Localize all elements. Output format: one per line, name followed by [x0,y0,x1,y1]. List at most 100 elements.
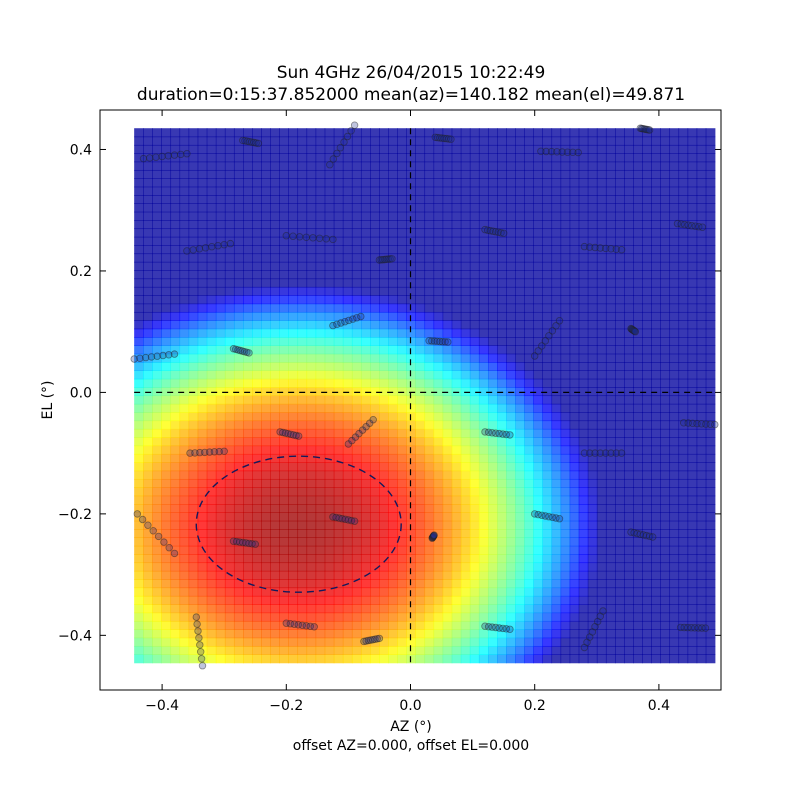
heatmap-cell [696,303,707,313]
heatmap-cell [197,253,208,263]
heatmap-cell [478,562,489,572]
heatmap-cell [270,328,280,338]
heatmap-cell [687,395,698,405]
heatmap-cell [370,504,380,513]
scan-point [645,126,654,134]
heatmap-cell [179,654,190,664]
heatmap-cell [633,220,643,230]
heatmap-cell [696,562,707,572]
heatmap-cell [451,412,462,422]
heatmap-cell [497,612,507,622]
heatmap-cell [442,186,453,196]
heatmap-cell [197,595,208,605]
heatmap-cell [206,545,217,555]
heatmap-cell [605,320,616,330]
heatmap-cell [633,545,643,555]
heatmap-cell [605,395,616,405]
heatmap-cell [487,587,498,597]
heatmap-cell [569,178,580,188]
heatmap-cell [233,620,244,630]
heatmap-cell [215,545,226,555]
heatmap-cell [696,286,707,296]
heatmap-cell [660,387,671,397]
heatmap-cell [388,169,398,179]
heatmap-cell [206,161,217,171]
heatmap-cell [170,579,181,589]
heatmap-cell [397,211,407,221]
heatmap-cell [569,504,580,513]
heatmap-cell [306,570,317,580]
heatmap-cell [433,328,444,338]
heatmap-cell [478,654,489,664]
heatmap-cell [224,512,235,522]
heatmap-cell [687,278,698,288]
heatmap-cell [424,211,435,221]
heatmap-cell [179,620,190,630]
heatmap-cell [324,487,335,497]
heatmap-cell [179,462,190,472]
heatmap-cell [451,562,462,572]
heatmap-cell [497,645,507,655]
heatmap-cell [333,144,344,154]
heatmap-cell [578,537,589,547]
heatmap-cell [633,637,643,647]
heatmap-cell [497,144,507,154]
heatmap-cell [705,403,716,413]
heatmap-cell [524,345,534,355]
heatmap-cell [560,487,571,497]
heatmap-cell [370,295,380,305]
heatmap-cell [497,169,507,179]
heatmap-cell [252,462,262,472]
heatmap-cell [424,345,435,355]
heatmap-cell [188,620,199,630]
heatmap-cell [224,412,235,422]
heatmap-cell [306,245,317,255]
scan-point [701,624,710,632]
heatmap-cell [424,412,435,422]
heatmap-cell [533,604,544,614]
heatmap-cell [506,178,516,188]
heatmap-cell [279,453,289,463]
heatmap-cell [497,604,507,614]
heatmap-cell [669,236,680,246]
heatmap-cell [605,437,616,447]
heatmap-cell [542,236,553,246]
heatmap-cell [161,295,172,305]
heatmap-cell [633,595,643,605]
heatmap-cell [233,220,244,230]
scan-point [649,533,657,541]
heatmap-cell [152,437,162,447]
heatmap-cell [424,186,435,196]
scan-point [160,538,168,546]
heatmap-cell [233,169,244,179]
heatmap-cell [134,629,144,639]
heatmap-cell [560,645,571,655]
heatmap-cell [497,654,507,664]
heatmap-cell [324,169,335,179]
heatmap-cell [578,270,589,280]
heatmap-cell [233,420,244,430]
heatmap-cell [161,328,172,338]
scan-point [531,352,539,360]
heatmap-cell [243,136,253,146]
heatmap-cell [324,370,335,380]
heatmap-cell [397,278,407,288]
heatmap-cell [433,320,444,330]
heatmap-cell [442,328,453,338]
heatmap-cell [342,470,353,480]
heatmap-cell [669,353,680,363]
scan-point [189,246,197,254]
heatmap-cell [660,545,671,555]
heatmap-cell [351,311,362,321]
heatmap-cell [197,362,208,371]
heatmap-cell [451,587,462,597]
heatmap-cell [170,529,181,539]
heatmap-cell [469,395,480,405]
heatmap-cell [233,303,244,313]
heatmap-cell [651,161,661,171]
scan-point [183,149,191,158]
heatmap-cell [578,153,589,163]
heatmap-cell [451,195,462,204]
heatmap-cell [569,278,580,288]
heatmap-cell [152,570,162,580]
